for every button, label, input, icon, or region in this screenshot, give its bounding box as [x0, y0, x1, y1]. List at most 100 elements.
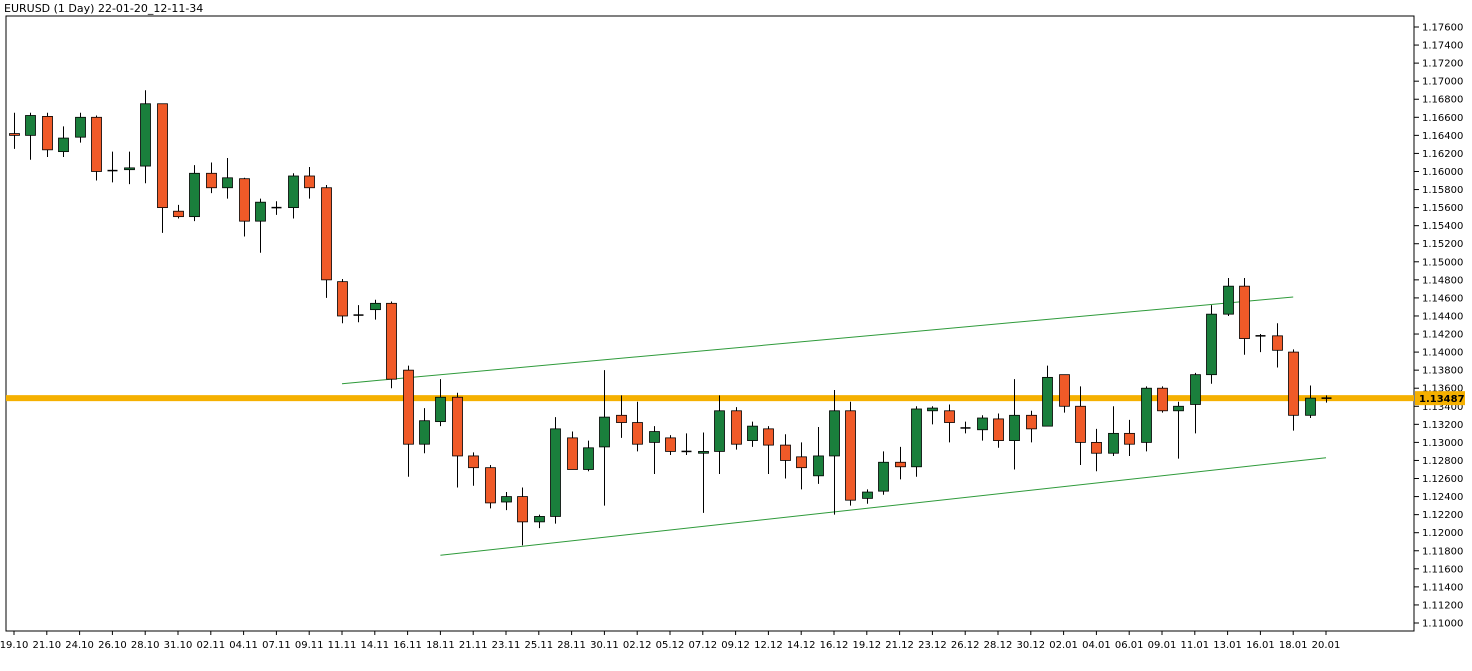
candle — [271, 201, 282, 215]
candle — [1042, 365, 1053, 427]
candle-body-bear — [1059, 374, 1070, 407]
candle — [435, 379, 446, 427]
x-tick-label: 11.01 — [1180, 640, 1209, 651]
candle — [944, 404, 955, 443]
x-tick-label: 25.11 — [524, 640, 553, 651]
candle-body-bear — [616, 414, 627, 423]
candle-body-bear — [337, 281, 348, 317]
candle-body-bull — [25, 115, 36, 136]
x-tick-label: 20.01 — [1312, 640, 1341, 651]
candle — [1255, 334, 1266, 353]
x-tick-label: 16.01 — [1246, 640, 1275, 651]
candle-body-bear — [386, 302, 397, 380]
horizontal-level-line — [6, 395, 1414, 402]
candle — [550, 417, 561, 524]
x-tick-label: 18.01 — [1279, 640, 1308, 651]
candle — [1305, 385, 1316, 419]
candle — [419, 408, 430, 454]
candle-body-bull — [599, 416, 610, 448]
x-tick-label: 13.01 — [1213, 640, 1242, 651]
y-tick-label: 1.12600 — [1422, 474, 1463, 485]
candle-body-bull — [1305, 397, 1316, 416]
x-tick-label: 02.11 — [196, 640, 225, 651]
candle-body-bear — [845, 410, 856, 501]
candle-body-bull — [583, 447, 594, 470]
y-tick-label: 1.17600 — [1422, 23, 1463, 34]
y-tick-label: 1.14800 — [1422, 275, 1463, 286]
x-tick-label: 11.11 — [328, 640, 357, 651]
candle-body-bear — [239, 178, 250, 222]
candle — [222, 157, 233, 199]
candle — [321, 185, 332, 298]
channel-line-lower — [440, 457, 1327, 556]
candle — [665, 435, 676, 456]
candle-body-bear — [206, 172, 217, 189]
candle — [206, 162, 217, 194]
candle-body-bull — [878, 461, 889, 492]
candle — [58, 126, 69, 158]
candle-body-bear — [517, 496, 528, 523]
candle-body-bull — [1173, 405, 1184, 412]
y-tick-label: 1.16000 — [1422, 167, 1463, 178]
candle — [1173, 401, 1184, 459]
y-tick-label: 1.15200 — [1422, 239, 1463, 250]
y-tick-label: 1.11200 — [1422, 600, 1463, 611]
y-tick-label: 1.14200 — [1422, 330, 1463, 341]
x-tick-label: 23.11 — [492, 640, 521, 651]
candle — [1075, 386, 1086, 465]
candle — [386, 301, 397, 389]
candle-body-bull — [927, 407, 938, 412]
candle-body-bear — [1272, 335, 1283, 351]
candle-body-bear — [665, 437, 676, 452]
plot-area — [5, 15, 1415, 632]
candle-body-bear — [1239, 285, 1250, 339]
y-tick-label: 1.14600 — [1422, 293, 1463, 304]
candle-body-bull — [862, 491, 873, 499]
candle — [353, 305, 364, 323]
y-tick-label: 1.12800 — [1422, 456, 1463, 467]
candle-body-bear — [452, 396, 463, 457]
x-tick-label: 07.11 — [262, 640, 291, 651]
candle — [829, 390, 840, 515]
candle-body-bull — [189, 172, 200, 218]
candle-body-bear — [403, 369, 414, 445]
candle — [796, 442, 807, 490]
candle-body-bear — [9, 133, 20, 136]
candle — [9, 112, 20, 149]
x-tick-label: 09.01 — [1148, 640, 1177, 651]
x-tick-label: 21.12 — [885, 640, 914, 651]
x-tick-label: 04.11 — [229, 640, 258, 651]
candle — [534, 514, 545, 529]
y-tick-label: 1.16200 — [1422, 149, 1463, 160]
x-tick-label: 28.10 — [131, 640, 160, 651]
candle-body-bear — [321, 187, 332, 281]
candle — [107, 151, 118, 183]
candle-body-bull — [1042, 376, 1053, 427]
y-tick-label: 1.13600 — [1422, 384, 1463, 395]
y-tick-label: 1.13000 — [1422, 438, 1463, 449]
candle — [124, 151, 135, 185]
candle-body-bear — [173, 210, 184, 218]
x-tick-label: 14.12 — [787, 640, 816, 651]
candle-body-bull — [1206, 313, 1217, 376]
y-tick-label: 1.17000 — [1422, 77, 1463, 88]
candle — [780, 434, 791, 479]
candle — [173, 204, 184, 219]
candle — [1026, 410, 1037, 443]
x-tick-label: 30.11 — [590, 640, 619, 651]
x-tick-label: 31.10 — [164, 640, 193, 651]
y-tick-label: 1.14000 — [1422, 348, 1463, 359]
candle — [599, 370, 610, 506]
candle — [1059, 374, 1070, 413]
candle-body-bull — [419, 420, 430, 445]
candle — [403, 365, 414, 477]
candle-body-bear — [42, 116, 53, 151]
x-tick-label: 14.11 — [360, 640, 389, 651]
candle-body-bull — [813, 455, 824, 477]
candle — [1009, 379, 1020, 470]
candle-body-bear — [780, 444, 791, 461]
candle-body-bull — [911, 408, 922, 468]
candle-body-bull — [58, 137, 69, 153]
y-tick-label: 1.13800 — [1422, 366, 1463, 377]
